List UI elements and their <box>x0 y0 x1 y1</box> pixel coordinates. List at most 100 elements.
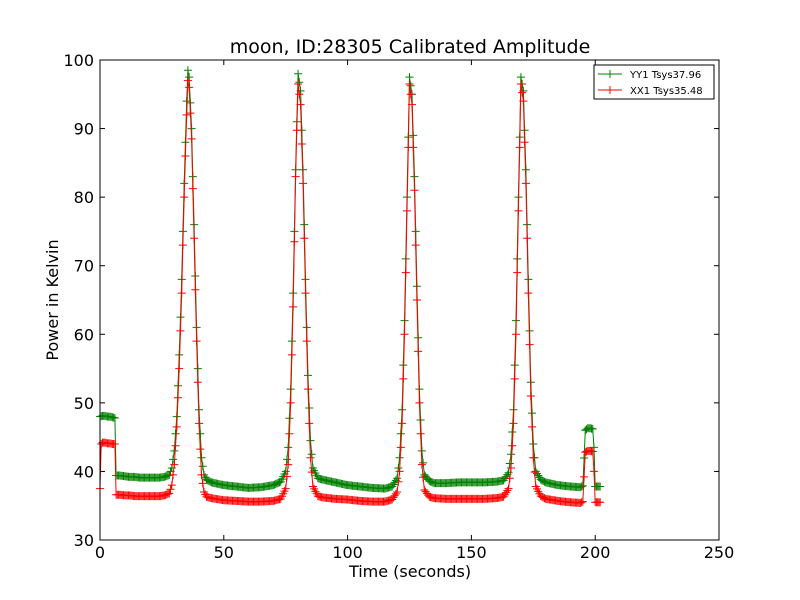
data-point-marker <box>284 443 293 452</box>
data-point-marker <box>416 429 425 438</box>
x-tick-label: 250 <box>704 543 735 562</box>
x-tick-label: 50 <box>214 543 234 562</box>
data-point-marker <box>398 419 407 428</box>
x-tick-label: 100 <box>332 543 363 562</box>
data-point-marker <box>409 143 418 152</box>
data-point-marker <box>515 143 524 152</box>
data-point-marker <box>414 347 423 356</box>
data-point-marker <box>513 268 522 277</box>
data-point-marker <box>167 481 176 490</box>
data-point-marker <box>285 414 294 423</box>
data-point-marker <box>401 268 410 277</box>
data-point-marker <box>589 467 598 476</box>
data-point-marker <box>186 109 195 118</box>
data-point-marker <box>300 234 309 243</box>
data-point-marker <box>395 453 404 462</box>
data-point-marker <box>192 337 201 346</box>
data-point-marker <box>514 206 523 215</box>
data-point-marker <box>182 110 191 119</box>
data-point-marker <box>500 490 509 499</box>
y-tick-label: 40 <box>74 462 94 481</box>
data-point-marker <box>110 413 119 422</box>
data-point-marker <box>178 241 187 250</box>
data-point-marker <box>281 467 290 476</box>
data-point-marker <box>306 436 315 445</box>
data-point-marker <box>181 152 190 160</box>
data-point-marker <box>180 193 189 202</box>
data-point-marker <box>511 330 520 339</box>
y-tick-label: 50 <box>74 394 94 413</box>
data-point-marker <box>394 477 403 486</box>
data-point-marker <box>301 289 310 298</box>
data-point-marker <box>534 471 543 480</box>
data-point-marker <box>307 468 316 477</box>
legend-marker-xx1 <box>606 86 614 94</box>
data-point-marker <box>190 234 199 243</box>
data-point-marker <box>578 481 587 490</box>
data-point-marker <box>394 464 403 472</box>
plot-frame <box>99 59 720 541</box>
legend-label-yy1: YY1 Tsys37.96 <box>629 70 701 81</box>
data-point-marker <box>389 480 398 489</box>
data-point-marker <box>170 446 179 455</box>
y-tick-label: 80 <box>74 188 94 207</box>
data-point-marker <box>296 100 305 109</box>
data-point-marker <box>295 90 304 99</box>
data-point-marker <box>577 482 586 491</box>
data-point-marker <box>198 479 207 488</box>
data-point-marker <box>403 206 412 215</box>
data-point-marker <box>169 455 178 464</box>
data-point-marker <box>580 454 589 463</box>
data-point-marker <box>509 419 518 428</box>
data-point-marker <box>524 289 533 298</box>
data-point-marker <box>183 76 192 85</box>
data-point-marker <box>526 392 535 400</box>
y-tick-label: 70 <box>74 257 94 276</box>
data-point-marker <box>171 441 180 450</box>
data-point-marker <box>110 440 119 448</box>
data-point-marker <box>519 97 528 106</box>
y-axis-label: Power in Kelvin <box>43 239 62 360</box>
data-point-marker <box>588 447 597 456</box>
data-point-marker <box>499 492 508 501</box>
data-point-marker <box>395 467 404 476</box>
data-point-marker <box>282 472 291 481</box>
data-point-marker <box>523 234 532 243</box>
data-point-marker <box>505 459 514 468</box>
y-tick-label: 30 <box>74 531 94 550</box>
data-point-marker <box>503 486 512 495</box>
data-point-marker <box>294 80 303 88</box>
data-point-marker <box>525 340 534 349</box>
data-point-marker <box>295 78 304 87</box>
data-point-marker <box>516 80 525 88</box>
data-point-marker <box>191 285 200 294</box>
data-point-marker <box>521 179 530 188</box>
data-point-marker <box>405 80 414 88</box>
data-point-marker <box>412 296 421 304</box>
data-point-marker <box>193 378 202 387</box>
data-point-marker <box>507 464 516 472</box>
data-point-marker <box>284 460 293 469</box>
data-point-marker <box>292 126 301 135</box>
data-point-marker <box>169 470 178 479</box>
x-tick-label: 150 <box>456 543 487 562</box>
data-point-marker <box>393 488 402 496</box>
tick-layer: 0 50 100 150 200 250 30 40 50 60 70 80 90 100 <box>63 51 734 562</box>
data-point-marker <box>291 172 300 181</box>
data-point-marker <box>580 472 589 481</box>
data-point-marker <box>415 398 424 407</box>
data-point-marker <box>504 484 513 493</box>
chart-title: moon, ID:28305 Calibrated Amplitude <box>230 36 591 58</box>
data-point-marker <box>183 66 192 75</box>
data-point-marker <box>578 497 587 506</box>
data-point-marker <box>504 468 513 477</box>
x-tick-label: 200 <box>580 543 611 562</box>
data-point-marker <box>505 474 514 483</box>
data-point-marker <box>410 186 419 195</box>
data-point-marker <box>396 443 405 452</box>
data-point-marker <box>596 482 605 491</box>
data-point-marker <box>405 73 414 82</box>
x-axis-label: Time (seconds) <box>348 562 471 581</box>
data-point-marker <box>508 428 517 436</box>
data-point-marker <box>502 488 511 497</box>
